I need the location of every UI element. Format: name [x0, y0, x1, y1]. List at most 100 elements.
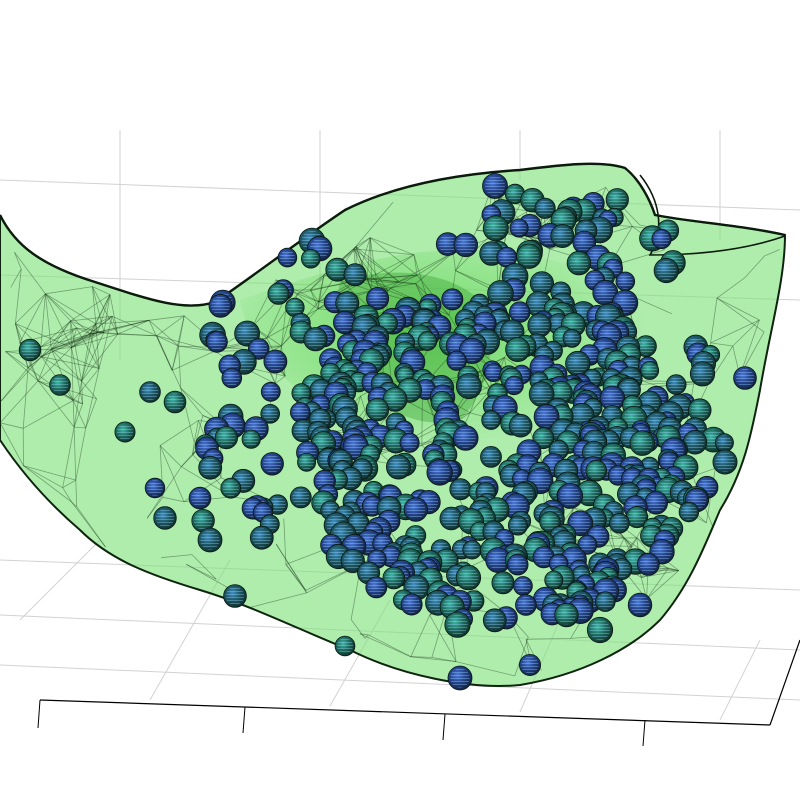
sphere — [343, 263, 367, 287]
sphere — [439, 506, 463, 531]
sphere — [249, 525, 274, 550]
sphere — [485, 547, 512, 573]
sphere — [627, 592, 653, 618]
sphere — [482, 173, 508, 199]
sphere — [144, 477, 166, 499]
sphere — [557, 482, 583, 509]
sphere — [615, 271, 636, 292]
sphere — [482, 608, 507, 633]
sphere — [285, 297, 305, 318]
sphere — [651, 228, 672, 250]
sphere — [714, 433, 734, 453]
sphere — [163, 390, 187, 414]
sphere — [426, 459, 453, 486]
sphere — [689, 361, 716, 387]
sphere — [484, 363, 503, 383]
sphere — [544, 570, 564, 590]
sphere — [340, 548, 365, 574]
sphere — [507, 515, 528, 536]
sphere — [629, 430, 656, 456]
sphere — [592, 279, 619, 306]
sphere — [496, 246, 518, 268]
sphere — [365, 576, 388, 599]
axis-frame — [39, 639, 800, 726]
sphere — [640, 361, 660, 380]
sphere — [444, 611, 471, 638]
sphere — [625, 505, 649, 529]
sphere — [565, 350, 591, 377]
sphere — [382, 387, 408, 412]
sphere — [441, 288, 464, 311]
sphere — [297, 452, 317, 472]
sphere — [487, 280, 514, 307]
sphere — [153, 506, 177, 530]
sphere — [49, 374, 71, 396]
sphere — [505, 336, 531, 362]
sphere — [205, 330, 228, 353]
sphere — [609, 512, 630, 534]
sphere — [365, 397, 390, 422]
sphere — [508, 413, 533, 438]
sphere — [455, 564, 482, 591]
sphere — [403, 497, 429, 522]
sphere — [586, 616, 614, 644]
sphere — [208, 293, 233, 318]
sphere — [462, 540, 482, 560]
sphere — [566, 250, 592, 276]
sphere — [289, 486, 312, 509]
sphere — [335, 291, 360, 316]
sphere — [114, 421, 136, 443]
sphere — [260, 403, 281, 424]
sphere — [277, 247, 298, 268]
sphere — [449, 478, 472, 501]
sphere — [567, 510, 594, 537]
sphere — [682, 430, 708, 455]
sphere — [139, 381, 161, 403]
sphere — [585, 459, 608, 482]
sphere — [385, 454, 411, 480]
sphere — [599, 385, 626, 412]
sphere — [712, 449, 738, 475]
sphere — [605, 188, 629, 212]
sphere — [446, 350, 467, 371]
sphere — [532, 546, 555, 569]
sphere — [481, 410, 501, 430]
sphere — [562, 328, 582, 348]
sphere — [653, 257, 679, 284]
sphere — [241, 429, 261, 449]
sphere — [509, 218, 529, 238]
sphere — [482, 215, 509, 242]
sphere — [223, 584, 247, 608]
sphere — [214, 425, 238, 450]
sphere — [447, 665, 473, 691]
sphere — [198, 455, 223, 480]
sphere — [382, 566, 406, 590]
sphere — [300, 248, 321, 269]
sphere — [455, 373, 482, 400]
sphere — [267, 282, 290, 305]
sphere — [366, 286, 390, 310]
sphere — [188, 486, 212, 510]
sphere — [644, 490, 668, 515]
sphere — [550, 223, 575, 248]
sphere — [221, 367, 243, 389]
sphere — [554, 602, 579, 628]
sphere — [504, 375, 524, 396]
sphere — [452, 425, 479, 451]
sphere — [527, 313, 552, 338]
sphere — [303, 327, 328, 352]
sphere — [400, 593, 423, 616]
sphere — [506, 553, 529, 576]
sphere — [678, 501, 700, 523]
sphere — [399, 432, 420, 453]
sphere — [504, 183, 526, 205]
sphere — [636, 553, 660, 576]
sphere — [435, 232, 460, 256]
sphere — [334, 635, 356, 657]
sphere — [733, 366, 757, 390]
sphere — [417, 331, 438, 351]
sphere — [519, 654, 542, 677]
sphere — [260, 452, 284, 476]
sphere — [197, 527, 223, 553]
